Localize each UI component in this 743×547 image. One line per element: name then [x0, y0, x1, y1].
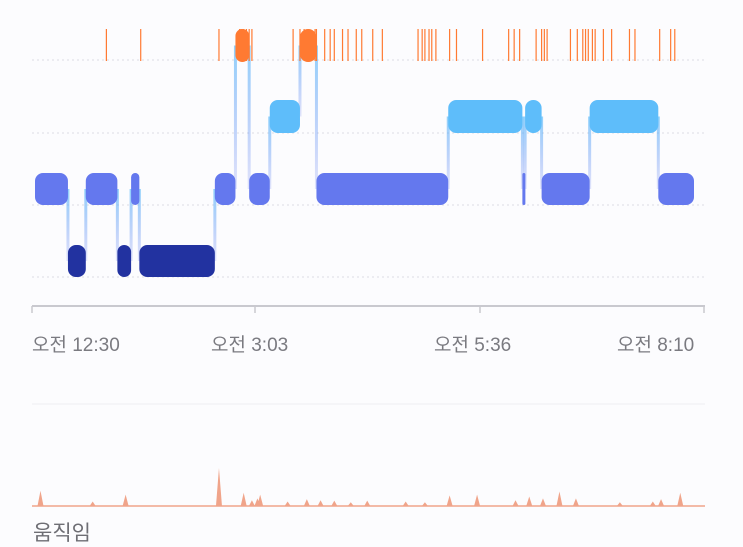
movement-spike	[317, 500, 324, 506]
stage-transition	[520, 116, 524, 189]
movement-spike	[257, 494, 264, 506]
movement-spike	[526, 496, 533, 506]
stage-bar-light	[35, 173, 68, 205]
stage-transition	[446, 116, 450, 189]
stage-transition	[314, 45, 318, 189]
movement-spike	[37, 490, 44, 506]
x-tick-label-2: 오전 3:03	[211, 335, 289, 356]
x-tick-label-4: 오전 8:10	[617, 335, 695, 356]
stage-transition	[66, 189, 70, 261]
stage-transition	[84, 189, 88, 261]
stage-bar-deep	[117, 245, 132, 277]
stage-bar-light	[214, 173, 236, 205]
movement-spike	[677, 492, 684, 506]
movement-spike	[658, 499, 665, 506]
stage-bar-rem	[525, 100, 542, 133]
movement-spike	[240, 492, 247, 506]
movement-spike	[89, 501, 96, 506]
stage-transition	[247, 45, 251, 189]
stage-transition	[540, 116, 544, 189]
movement-spike	[122, 494, 129, 506]
stage-bar-light	[249, 173, 270, 205]
stage-bar-light	[316, 173, 449, 205]
stage-transition	[137, 189, 141, 261]
stage-bar-light	[541, 173, 590, 205]
movement-spike	[347, 502, 354, 506]
movement-spike	[421, 502, 428, 506]
movement-spike	[331, 500, 338, 506]
stage-transition	[588, 116, 592, 189]
movement-spike	[446, 495, 453, 506]
movement-spike	[303, 499, 310, 506]
stage-bar-deep	[67, 245, 86, 277]
stage-bar-rem	[589, 100, 659, 133]
stage-transition	[298, 45, 302, 117]
stage-transition	[233, 45, 237, 189]
movement-spike	[402, 501, 409, 506]
stage-bar-deep	[139, 245, 215, 277]
movement-spike	[474, 494, 481, 506]
stage-transition	[213, 189, 217, 261]
stage-bar-rem	[448, 100, 523, 133]
movement-title: 움직임	[33, 522, 91, 545]
stage-bar-light	[85, 173, 118, 205]
stage-transition	[656, 116, 660, 189]
stage-bar-light	[131, 173, 140, 205]
stage-bar-awake	[235, 29, 250, 62]
movement-spike	[649, 501, 656, 506]
movement-spike	[215, 468, 222, 506]
movement-spike	[364, 500, 371, 506]
movement-spike	[512, 500, 519, 506]
stage-transition	[268, 116, 272, 189]
x-tick-label-3: 오전 5:36	[434, 335, 512, 356]
stage-transition	[115, 189, 119, 261]
movement-chart	[32, 403, 705, 507]
movement-spike	[284, 501, 291, 506]
x-tick-label-1: 오전 12:30	[32, 335, 120, 356]
stage-bar-light	[658, 173, 694, 205]
stage-transition	[129, 189, 133, 261]
stage-transition	[523, 116, 527, 189]
stage-bar-awake	[299, 29, 317, 62]
stage-bar-rem	[269, 100, 300, 133]
sleep-stage-chart	[31, 29, 705, 313]
stage-bar-light	[522, 173, 526, 205]
movement-spike	[248, 500, 255, 506]
movement-spike	[572, 498, 579, 506]
movement-spike	[556, 491, 563, 506]
movement-spike	[539, 498, 546, 506]
movement-spike	[616, 502, 623, 506]
